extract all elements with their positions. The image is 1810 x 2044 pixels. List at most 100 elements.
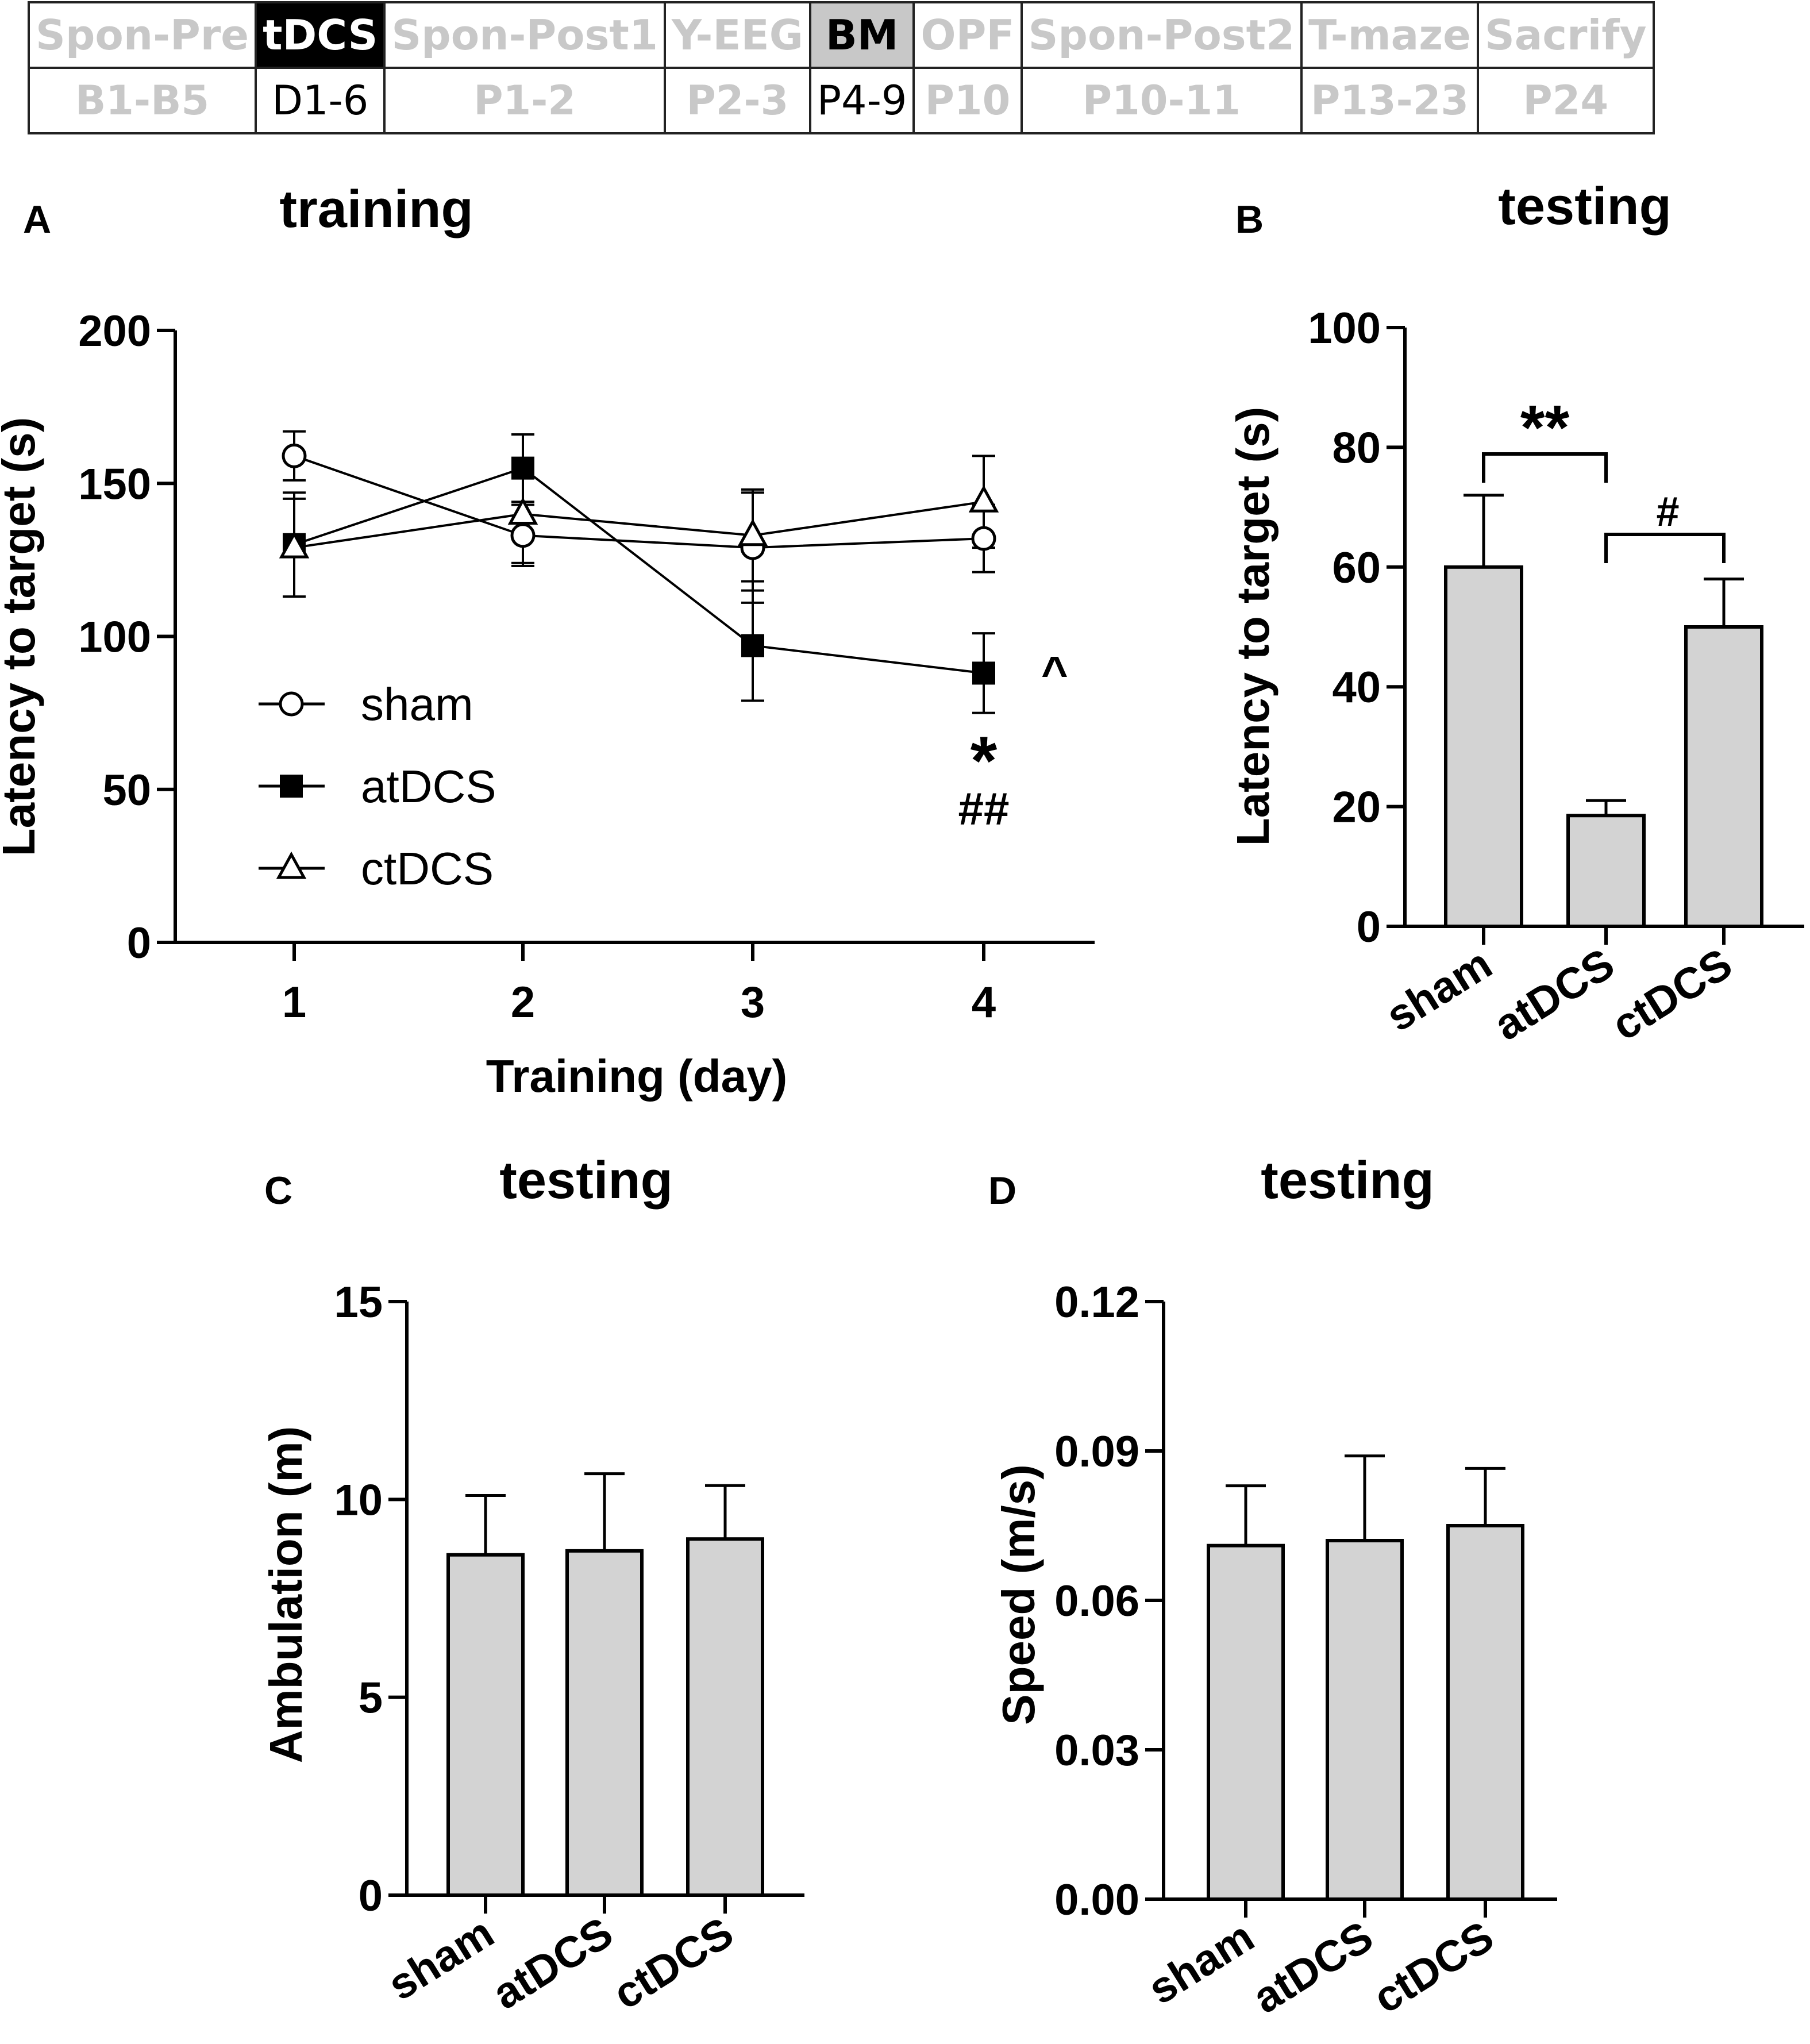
chart-b-xtick-label: sham xyxy=(1378,939,1500,1041)
chart-b-ytick-label: 0 xyxy=(1357,903,1381,952)
stage-code-opf: P10 xyxy=(912,67,1023,134)
stage-name-bm: BM xyxy=(808,1,915,69)
legend-marker-atdcs xyxy=(280,775,303,798)
point-ctdcs xyxy=(507,497,538,525)
chart-a-ytick-label: 200 xyxy=(78,307,151,356)
stage-code-tdcs: D1-6 xyxy=(255,67,386,134)
panel-letter-d: D xyxy=(988,1169,1016,1212)
stage-name-opf: OPF xyxy=(912,1,1023,69)
bar-d-ctdcs xyxy=(1446,1524,1524,1901)
point-ctdcs xyxy=(279,530,310,559)
sig-bracket-atdcs-ctdcs xyxy=(1604,533,1726,563)
chart-a-title: training xyxy=(279,180,473,238)
chart-b-ytick-label: 60 xyxy=(1332,544,1381,592)
legend-label-atdcs: atDCS xyxy=(361,761,496,812)
chart-a-ytick-label: 50 xyxy=(102,766,151,815)
sig-double-hash: ## xyxy=(958,783,1010,834)
sig-double-star: ** xyxy=(1520,392,1570,463)
chart-a-ytick-label: 0 xyxy=(127,919,151,968)
bar-c-ctdcs xyxy=(686,1537,764,1897)
stage-name-sacrify: Sacrify xyxy=(1476,1,1655,69)
point-sham xyxy=(282,443,307,468)
stage-code-bm: P4-9 xyxy=(808,67,915,134)
chart-a-x-axis-title: Training (day) xyxy=(486,1050,788,1102)
point-ctdcs xyxy=(737,518,768,546)
sig-bracket-sham-atdcs xyxy=(1482,452,1608,483)
bar-b-sham xyxy=(1444,565,1523,928)
sig-caret: ^ xyxy=(1041,647,1068,698)
chart-d-ytick-label: 0.00 xyxy=(1054,1876,1139,1924)
stage-code-spon-post1: P1-2 xyxy=(383,67,666,134)
point-sham xyxy=(971,526,996,551)
chart-a-xtick-label: 3 xyxy=(741,978,765,1027)
bar-d-sham xyxy=(1207,1543,1285,1901)
stage-name-spon-pre: Spon-Pre xyxy=(27,1,257,69)
chart-d-title: testing xyxy=(1261,1151,1434,1210)
point-atdcs xyxy=(972,661,995,685)
point-ctdcs xyxy=(968,485,999,513)
chart-d-xtick-label: atDCS xyxy=(1245,1912,1381,2023)
chart-c-y-axis-title: Ambulation (m) xyxy=(260,1426,311,1764)
stage-code-spon-post2: P10-11 xyxy=(1020,67,1303,134)
stage-code-t-maze: P13-23 xyxy=(1300,67,1479,134)
chart-b-xtick-label: ctDCS xyxy=(1604,939,1740,1050)
chart-a-ytick-label: 150 xyxy=(78,460,151,509)
chart-c-xtick-label: ctDCS xyxy=(605,1908,742,2019)
chart-d-xtick-label: sham xyxy=(1140,1912,1262,2014)
series-line-sham xyxy=(294,455,984,549)
chart-a-xtick-label: 4 xyxy=(972,978,996,1027)
chart-c-ytick-label: 5 xyxy=(359,1674,383,1723)
panel-letter-b: B xyxy=(1235,198,1264,241)
sig-star: * xyxy=(971,722,998,799)
point-sham xyxy=(510,523,536,548)
chart-b-ytick-label: 40 xyxy=(1332,663,1381,712)
chart-c-xtick-label: atDCS xyxy=(484,1908,621,2019)
point-atdcs xyxy=(741,634,764,657)
legend-label-ctdcs: ctDCS xyxy=(361,843,494,894)
chart-a-ytick-label: 100 xyxy=(78,613,151,662)
chart-d-ytick-label: 0.09 xyxy=(1054,1427,1139,1476)
chart-b-ytick-label: 80 xyxy=(1332,424,1381,472)
bar-d-atdcs xyxy=(1326,1539,1404,1901)
sig-hash: # xyxy=(1656,489,1679,535)
stage-code-spon-pre: B1-B5 xyxy=(27,67,257,134)
stage-code-y-eeg: P2-3 xyxy=(663,67,811,134)
chart-a-xtick-label: 2 xyxy=(511,978,535,1027)
chart-d-ytick-label: 0.12 xyxy=(1054,1278,1139,1327)
chart-a-xtick-label: 1 xyxy=(282,978,306,1027)
chart-c-xtick-label: sham xyxy=(380,1908,502,2010)
legend-marker-sham xyxy=(279,691,304,717)
chart-b-xtick-label: atDCS xyxy=(1486,939,1623,1050)
bar-b-atdcs xyxy=(1566,814,1646,928)
chart-b-title: testing xyxy=(1498,177,1672,236)
legend-marker-ctdcs xyxy=(276,851,307,879)
chart-b-y-axis-title: Latency to target (s) xyxy=(1227,407,1278,846)
legend-label-sham: sham xyxy=(361,679,473,730)
chart-d-y-axis-title: Speed (m/s) xyxy=(993,1464,1044,1724)
stage-name-spon-post2: Spon-Post2 xyxy=(1020,1,1303,69)
chart-c-ytick-label: 0 xyxy=(359,1872,383,1920)
stage-name-spon-post1: Spon-Post1 xyxy=(383,1,666,69)
panel-letter-c: C xyxy=(264,1169,292,1212)
stage-name-t-maze: T-maze xyxy=(1300,1,1479,69)
bar-c-atdcs xyxy=(565,1549,644,1897)
chart-b-ytick-label: 20 xyxy=(1332,783,1381,832)
chart-c-ytick-label: 15 xyxy=(334,1278,383,1327)
stage-code-sacrify: P24 xyxy=(1476,67,1655,134)
chart-d-ytick-label: 0.03 xyxy=(1054,1726,1139,1775)
chart-c-title: testing xyxy=(499,1151,673,1210)
bar-c-sham xyxy=(446,1553,525,1897)
chart-d-xtick-label: ctDCS xyxy=(1365,1912,1502,2023)
chart-b-ytick-label: 100 xyxy=(1308,304,1381,353)
chart-a-y-axis-title: Latency to target (s) xyxy=(0,417,44,857)
stage-name-y-eeg: Y-EEG xyxy=(663,1,811,69)
stage-name-tdcs: tDCS xyxy=(255,1,386,69)
point-atdcs xyxy=(511,456,534,480)
timeline-table: Spon-Pre tDCS Spon-Post1 Y-EEG BM OPF Sp… xyxy=(27,1,1655,134)
series-line-ctdcs xyxy=(294,501,984,549)
series-line-atdcs xyxy=(294,467,984,675)
panel-letter-a: A xyxy=(23,198,51,241)
chart-c-ytick-label: 10 xyxy=(334,1476,383,1525)
bar-b-ctdcs xyxy=(1684,625,1763,928)
